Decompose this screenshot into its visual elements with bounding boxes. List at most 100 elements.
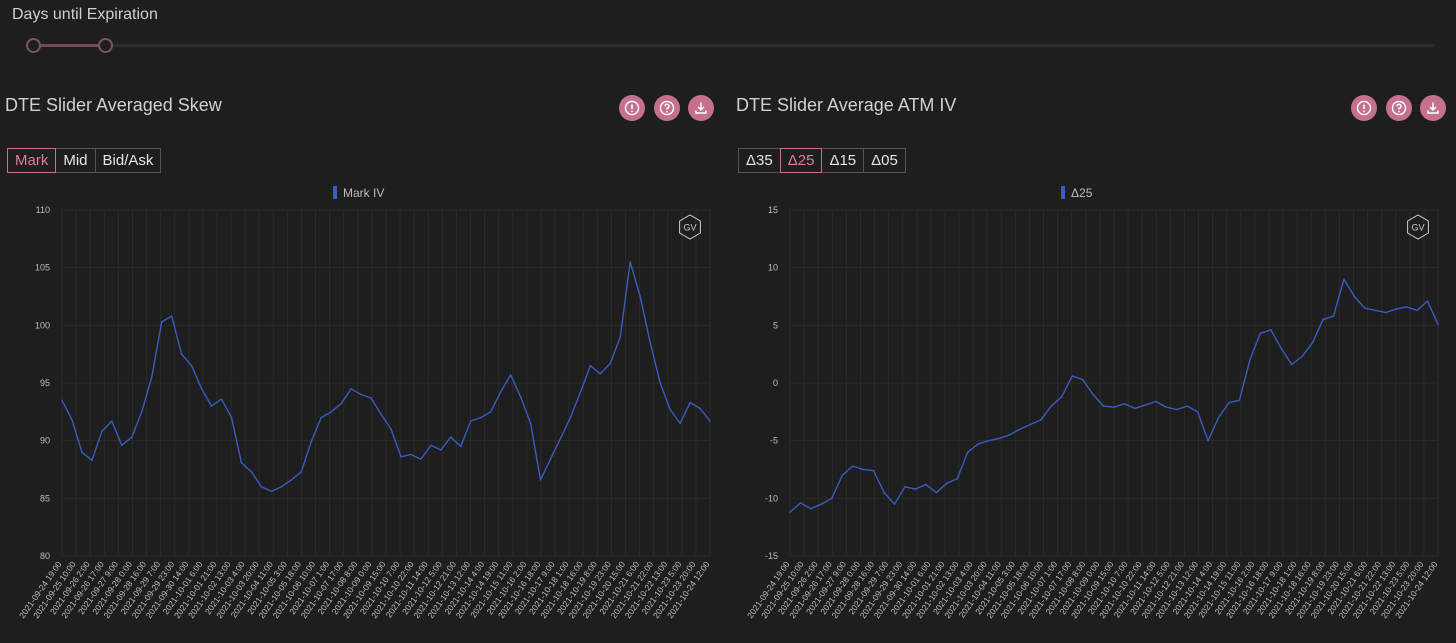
data-point xyxy=(559,437,562,440)
data-point xyxy=(519,396,522,398)
y-tick-label: 0 xyxy=(773,378,778,388)
data-point xyxy=(1332,315,1335,317)
data-point xyxy=(529,422,532,425)
download-icon xyxy=(695,102,707,114)
data-point xyxy=(450,436,452,439)
dte-slider-range xyxy=(33,44,105,47)
y-tick-label: -5 xyxy=(770,436,778,446)
data-point xyxy=(893,503,896,505)
data-point xyxy=(1353,295,1356,298)
skew-download-button[interactable] xyxy=(688,95,714,121)
data-point xyxy=(111,420,113,422)
skew-price-type-option-1[interactable]: Mid xyxy=(55,148,96,173)
data-point xyxy=(1165,406,1168,409)
dte-slider-track[interactable] xyxy=(26,44,1434,47)
y-tick-label: 85 xyxy=(40,493,50,503)
data-point xyxy=(1290,363,1293,366)
data-point xyxy=(1405,306,1408,308)
legend-label: Mark IV xyxy=(343,186,384,200)
atm-iv-delta-group: Δ35 Δ25 Δ15 Δ05 xyxy=(738,148,906,173)
y-tick-label: -10 xyxy=(765,493,778,503)
legend[interactable]: Δ25 xyxy=(1061,186,1093,200)
data-point xyxy=(1123,402,1126,405)
data-point xyxy=(1113,406,1115,409)
data-point xyxy=(290,479,293,481)
watermark-logo: GV xyxy=(1407,214,1429,240)
data-point xyxy=(240,461,243,464)
data-point xyxy=(966,451,969,454)
data-point xyxy=(977,443,979,445)
data-point xyxy=(370,397,372,399)
atm-iv-delta-option-3[interactable]: Δ05 xyxy=(863,148,906,173)
data-point xyxy=(71,419,73,421)
skew-alert-button[interactable] xyxy=(619,95,645,121)
data-point xyxy=(499,391,502,394)
legend[interactable]: Mark IV xyxy=(333,186,384,200)
watermark-logo: GV xyxy=(679,214,701,240)
data-point xyxy=(609,362,612,365)
data-point xyxy=(1374,309,1377,312)
data-point xyxy=(619,336,622,338)
y-tick-label: 10 xyxy=(768,263,778,273)
data-point xyxy=(1155,400,1157,403)
data-point xyxy=(883,491,885,494)
data-point xyxy=(589,364,592,367)
y-tick-label: 110 xyxy=(36,205,50,215)
atm-iv-delta-option-1[interactable]: Δ25 xyxy=(779,148,823,173)
atm-iv-alert-button[interactable] xyxy=(1351,95,1377,121)
download-icon xyxy=(1427,102,1439,114)
data-point xyxy=(160,321,163,323)
data-point xyxy=(360,393,362,396)
data-point xyxy=(1437,323,1439,325)
data-point xyxy=(1008,434,1011,436)
data-point xyxy=(300,471,303,473)
data-point xyxy=(230,416,233,419)
data-point xyxy=(679,422,681,425)
data-point xyxy=(489,411,492,413)
data-point xyxy=(420,458,422,460)
data-point xyxy=(1228,401,1230,404)
data-point xyxy=(1019,428,1021,430)
data-point xyxy=(851,465,854,467)
data-point xyxy=(709,420,711,422)
skew-price-type-option-2[interactable]: Bid/Ask xyxy=(94,148,162,173)
help-icon xyxy=(1391,100,1407,116)
dte-slider-label: Days until Expiration xyxy=(12,6,158,23)
data-point xyxy=(1175,408,1178,411)
data-point xyxy=(1207,439,1209,442)
data-point xyxy=(330,411,332,413)
data-point xyxy=(831,497,833,500)
skew-chart-title: DTE Slider Averaged Skew xyxy=(5,95,222,115)
data-point xyxy=(1280,347,1283,350)
skew-price-type-option-0[interactable]: Mark xyxy=(7,148,57,173)
atm-iv-delta-option-0[interactable]: Δ35 xyxy=(738,148,781,173)
y-tick-label: 100 xyxy=(35,320,50,330)
data-point xyxy=(904,486,906,488)
dte-slider-max-handle[interactable] xyxy=(98,38,113,53)
data-point xyxy=(841,474,844,477)
data-point xyxy=(121,444,123,447)
alert-icon xyxy=(1356,100,1372,116)
data-point xyxy=(1186,405,1188,407)
dte-slider-min-handle[interactable] xyxy=(26,38,41,53)
data-point xyxy=(820,503,823,505)
svg-text:GV: GV xyxy=(1411,223,1424,233)
help-icon xyxy=(659,100,675,116)
data-point xyxy=(669,408,671,411)
atm-iv-help-button[interactable] xyxy=(1386,95,1412,121)
data-point xyxy=(430,444,432,447)
data-point xyxy=(1092,393,1094,396)
atm-iv-delta-option-2[interactable]: Δ15 xyxy=(821,148,865,173)
y-tick-label: 105 xyxy=(35,263,50,273)
data-point xyxy=(61,399,63,402)
legend-swatch xyxy=(333,186,337,199)
data-point xyxy=(1144,404,1147,406)
data-point xyxy=(1426,300,1429,302)
y-tick-label: -15 xyxy=(765,551,778,561)
data-point xyxy=(1238,399,1241,402)
data-point xyxy=(390,428,392,430)
skew-help-button[interactable] xyxy=(654,95,680,121)
data-point xyxy=(1384,311,1387,314)
atm-iv-download-button[interactable] xyxy=(1420,95,1446,121)
